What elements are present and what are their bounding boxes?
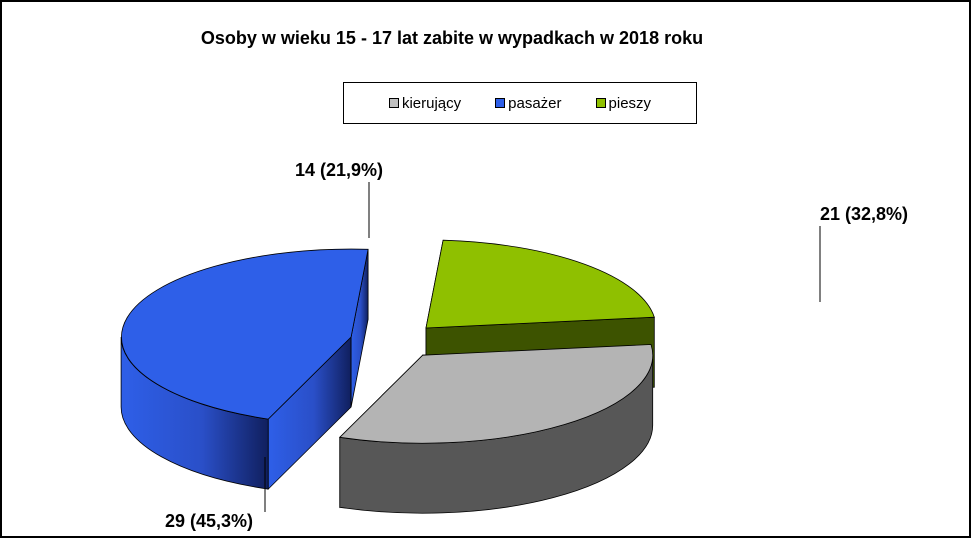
legend-item-kierujacy: kierujący <box>388 94 462 112</box>
legend-label-kierujacy: kierujący <box>401 94 462 112</box>
data-label-pieszy: 14 (21,9%) <box>295 160 384 180</box>
data-label-pasazer: 29 (45,3%) <box>165 511 254 531</box>
slice-top-kierujacy <box>338 344 654 444</box>
legend: kierujący pasażer pieszy <box>343 82 697 124</box>
slice-top-pasazer <box>121 248 369 420</box>
legend-swatch-kierujacy <box>388 98 399 108</box>
legend-item-pieszy: pieszy <box>595 94 652 112</box>
legend-label-pasazer: pasażer <box>508 94 562 112</box>
legend-swatch-pasazer <box>495 98 506 108</box>
legend-item-pasazer: pasażer <box>495 94 562 112</box>
chart-title: Osoby w wieku 15 - 17 lat zabite w wypad… <box>200 28 704 48</box>
data-label-kierujacy: 21 (32,8%) <box>820 204 909 224</box>
legend-swatch-pieszy <box>595 98 606 108</box>
slice-top-pieszy <box>425 239 655 329</box>
legend-label-pieszy: pieszy <box>608 94 652 112</box>
